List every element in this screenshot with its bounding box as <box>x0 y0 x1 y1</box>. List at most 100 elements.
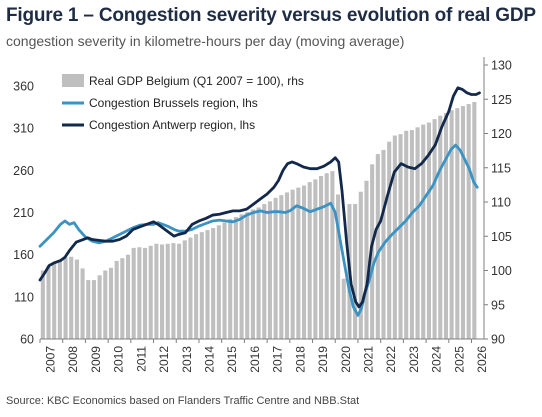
gdp-bar <box>262 204 267 339</box>
x-tick-label: 2017 <box>271 346 285 373</box>
y-left-tick-label: 210 <box>13 206 34 220</box>
legend-label-antwerp: Congestion Antwerp region, lhs <box>89 118 255 132</box>
gdp-bar <box>421 124 426 339</box>
x-tick-label: 2007 <box>44 346 58 373</box>
gdp-bar <box>154 243 159 339</box>
y-right-tick-label: 95 <box>491 298 505 312</box>
x-tick-label: 2020 <box>339 346 353 373</box>
gdp-bar <box>466 104 471 339</box>
gdp-bar <box>301 185 307 339</box>
gdp-bar <box>52 262 57 339</box>
x-tick-label: 2010 <box>112 346 126 373</box>
gdp-bar <box>415 127 420 339</box>
brussels-line <box>38 143 479 317</box>
gdp-bar <box>267 201 272 339</box>
chart-subtitle: congestion severity in kilometre-hours p… <box>6 33 405 49</box>
gdp-bar <box>449 110 454 340</box>
gdp-bar <box>392 135 397 339</box>
gdp-bar <box>165 243 170 339</box>
gdp-bar <box>137 247 142 339</box>
x-tick-label: 2018 <box>293 346 307 373</box>
x-tick-label: 2015 <box>225 346 239 373</box>
y-left-tick-label: 160 <box>13 248 34 262</box>
gdp-bar <box>125 254 131 339</box>
gdp-bar <box>233 217 238 339</box>
gdp-bar <box>307 182 312 339</box>
gdp-bar <box>256 207 261 339</box>
gdp-bar <box>80 268 85 339</box>
gdp-bar <box>211 228 216 339</box>
x-tick-label: 2013 <box>180 346 194 373</box>
gdp-bar <box>455 108 460 339</box>
chart-title: Figure 1 – Congestion severity versus ev… <box>6 5 536 26</box>
gdp-bar <box>341 278 346 339</box>
gdp-bar <box>86 280 91 339</box>
gdp-bar <box>404 130 409 339</box>
gdp-bar <box>63 257 68 339</box>
gdp-bar <box>160 244 165 339</box>
x-tick-label: 2012 <box>157 346 171 373</box>
gdp-bar <box>171 243 176 339</box>
y-right-tick-label: 110 <box>491 196 511 210</box>
gdp-bar <box>199 232 204 339</box>
y-right-tick-label: 120 <box>491 127 512 141</box>
source-note: Source: KBC Economics based on Flanders … <box>6 395 360 407</box>
x-tick-label: 2022 <box>384 346 398 373</box>
gdp-bar <box>375 154 380 339</box>
gdp-bar <box>284 192 290 339</box>
gdp-bar <box>245 212 250 339</box>
congestion-lines <box>38 86 481 317</box>
gdp-bar <box>336 194 341 339</box>
legend-label-gdp: Real GDP Belgium (Q1 2007 = 100), rhs <box>89 74 304 88</box>
x-tick-label: 2021 <box>361 346 375 373</box>
gdp-bar <box>426 122 431 339</box>
y-left-tick-label: 310 <box>13 122 34 136</box>
x-tick-label: 2024 <box>430 346 444 373</box>
gdp-bar <box>108 267 114 339</box>
gdp-bar <box>205 230 210 339</box>
gdp-bar <box>409 130 414 339</box>
gdp-bar <box>353 204 358 339</box>
gdp-bar <box>57 260 62 339</box>
gdp-bar <box>69 256 74 339</box>
y-right-tick-label: 115 <box>491 161 511 175</box>
gdp-bar <box>364 180 369 339</box>
gdp-bar <box>97 275 102 339</box>
y-right-tick-label: 105 <box>491 230 512 244</box>
y-right-tick-label: 100 <box>491 264 512 278</box>
gdp-bar <box>387 141 392 339</box>
x-tick-label: 2016 <box>248 346 262 373</box>
gdp-bar <box>188 237 193 339</box>
x-tick-label: 2023 <box>407 346 421 373</box>
gdp-bar <box>438 115 443 339</box>
x-tick-label: 2009 <box>89 346 103 373</box>
gdp-bar <box>114 260 119 339</box>
gdp-bar <box>142 247 148 339</box>
y-left-tick-label: 360 <box>13 80 34 94</box>
x-tick-label: 2008 <box>66 346 80 373</box>
legend: Real GDP Belgium (Q1 2007 = 100), rhs Co… <box>62 74 304 132</box>
gdp-bar <box>74 259 79 339</box>
y-left-tick-label: 60 <box>20 333 34 347</box>
gdp-bar <box>239 214 244 339</box>
legend-label-brussels: Congestion Brussels region, lhs <box>89 96 258 110</box>
gdp-bar <box>324 173 329 339</box>
gdp-bar <box>290 189 295 339</box>
gdp-bar <box>103 270 108 339</box>
gdp-bar <box>279 195 284 339</box>
y-right-tick-label: 130 <box>491 59 512 73</box>
gdp-bar <box>40 270 45 339</box>
y-right-tick-label: 125 <box>491 93 512 107</box>
axes: 60 110 160 210 260 310 360 90 95 100 105 110 115 120 1… <box>13 57 512 373</box>
gdp-bar <box>228 219 233 340</box>
gdp-bar <box>398 134 403 339</box>
x-tick-label: 2014 <box>203 346 217 373</box>
gdp-bar <box>358 191 363 339</box>
gdp-bars <box>40 101 477 340</box>
antwerp-line <box>38 86 481 309</box>
y-right-tick-label: 90 <box>491 333 505 347</box>
gdp-bar <box>177 243 182 339</box>
gdp-bar <box>319 175 324 339</box>
gdp-bar <box>432 119 437 340</box>
